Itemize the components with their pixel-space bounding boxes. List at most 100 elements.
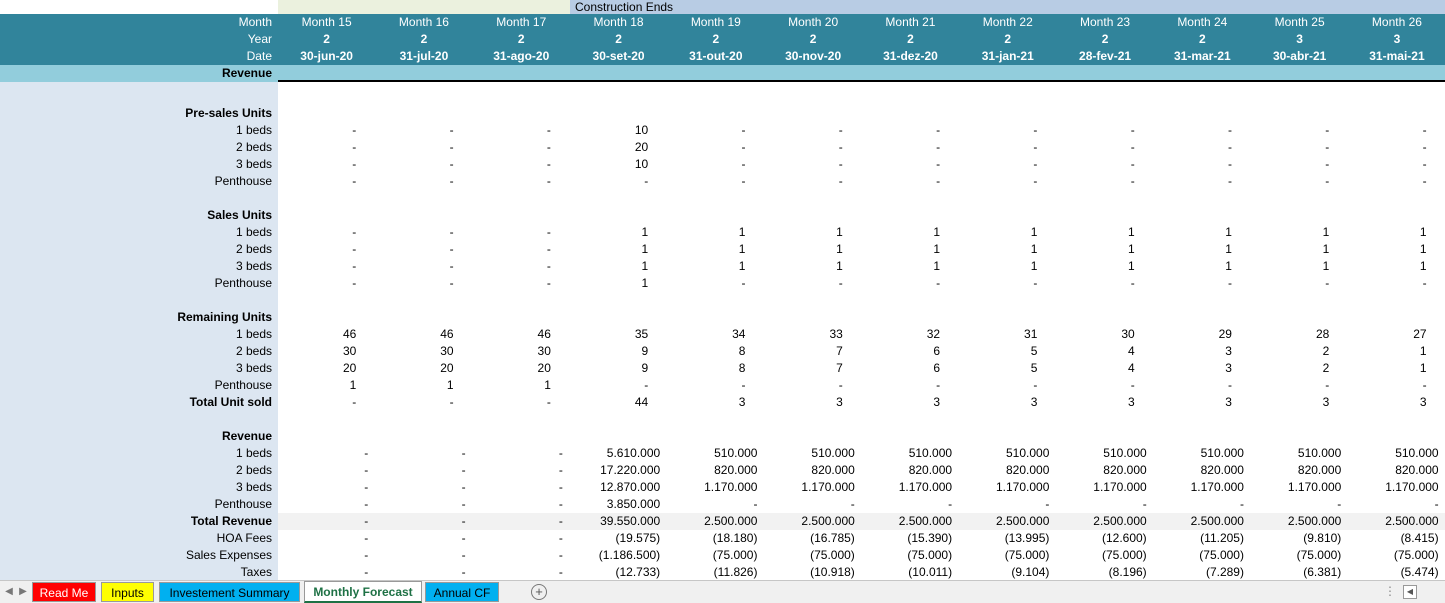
cell[interactable]: 510.000 [811,446,855,460]
cell[interactable]: 1 [836,225,843,239]
cell[interactable]: - [546,225,551,239]
cell[interactable]: 20 [634,140,649,154]
cell[interactable]: - [1227,174,1232,188]
cell[interactable]: Month 23 [1080,15,1131,29]
cell[interactable]: 5 [1030,344,1038,358]
cell[interactable]: Month 18 [593,15,644,29]
cell[interactable]: - [364,497,369,511]
row-label[interactable]: 3 beds [0,479,278,496]
row-label[interactable]: Remaining Units [0,309,278,326]
cell[interactable]: - [1130,123,1135,137]
row-label[interactable]: Month [0,14,278,31]
cell[interactable]: 1 [738,225,746,239]
cell[interactable]: 2 [1004,32,1012,46]
cell[interactable]: 3 [1128,395,1135,409]
cell[interactable]: 1 [836,242,843,256]
cell[interactable]: - [1033,157,1038,171]
cell[interactable]: 1.170.000 [704,480,758,494]
cell[interactable]: (75.000) [907,548,953,562]
cell[interactable]: 30 [1121,327,1135,341]
cell[interactable]: 46 [537,327,551,341]
cell[interactable]: - [838,174,843,188]
cell[interactable]: (8.196) [1108,565,1147,579]
cell[interactable]: (12.733) [615,565,661,579]
cell[interactable]: 2 [1198,32,1206,46]
cell[interactable]: - [936,378,941,392]
row-label[interactable]: Penthouse [0,275,278,292]
cell[interactable]: 820.000 [811,463,855,477]
cell[interactable]: - [1325,123,1330,137]
cell[interactable]: - [364,548,369,562]
cell[interactable]: (75.000) [1101,548,1147,562]
cell[interactable]: 1 [1030,259,1038,273]
cell[interactable]: - [352,276,357,290]
cell[interactable]: 1.170.000 [996,480,1050,494]
row-label[interactable]: 3 beds [0,360,278,377]
cell[interactable]: - [449,259,454,273]
cell[interactable]: - [558,565,563,579]
cell[interactable]: 3 [1322,395,1330,409]
cell[interactable]: 1.170.000 [898,480,953,494]
row-label[interactable] [0,82,278,99]
cell[interactable]: 1 [933,259,941,273]
row-label[interactable]: Revenue [0,428,278,445]
row-label[interactable]: Penthouse [0,377,278,394]
cell[interactable]: 20 [440,361,454,375]
tab-inputs[interactable]: Inputs [101,582,154,602]
cell[interactable]: 6 [933,344,941,358]
cell[interactable]: (10.918) [810,565,855,579]
cell[interactable]: - [461,565,466,579]
cell[interactable]: 820.000 [1297,463,1342,477]
cell[interactable]: 30-nov-20 [785,49,842,63]
cell[interactable]: - [1142,497,1147,511]
cell[interactable]: (11.205) [1200,531,1244,545]
cell[interactable]: 6 [933,361,941,375]
cell[interactable]: (18.180) [712,531,758,545]
cell[interactable]: - [449,157,454,171]
cell[interactable]: 31-jan-21 [981,49,1034,63]
row-label[interactable]: 1 beds [0,122,278,139]
tab-monthly-forecast[interactable]: Monthly Forecast [304,581,422,603]
cell[interactable]: (75.000) [1004,548,1050,562]
row-label[interactable]: Total Unit sold [0,394,278,411]
cell[interactable]: 8 [738,361,746,375]
add-sheet-button[interactable]: + [531,584,547,600]
cell[interactable]: - [352,225,357,239]
cell[interactable]: - [850,497,855,511]
cell[interactable]: - [838,157,843,171]
cell[interactable]: 31-mai-21 [1369,49,1425,63]
cell[interactable]: - [1337,497,1342,511]
cell[interactable]: - [936,157,941,171]
cell[interactable]: - [364,514,369,528]
cell[interactable]: 820.000 [1395,463,1439,477]
cell[interactable]: - [449,140,454,154]
cell[interactable]: 3 [1393,32,1401,46]
cell[interactable]: Month 22 [982,15,1033,29]
cell[interactable]: 27 [1413,327,1427,341]
row-label[interactable]: Date [0,48,278,65]
cell[interactable]: 31-jul-20 [399,49,449,63]
cell[interactable]: 820.000 [1200,463,1244,477]
row-label[interactable]: Total Revenue [0,513,278,530]
cell[interactable]: 3 [1419,395,1427,409]
row-label[interactable]: 2 beds [0,241,278,258]
row-label[interactable]: Sales Units [0,207,278,224]
cell[interactable]: - [558,463,563,477]
cell[interactable]: 1 [1030,225,1038,239]
cell[interactable]: 2.500.000 [1190,514,1244,528]
cell[interactable]: - [1130,276,1135,290]
cell[interactable]: Month 16 [398,15,449,29]
cell[interactable]: 12.870.000 [600,480,661,494]
cell[interactable]: - [1130,157,1135,171]
cell[interactable]: - [741,378,746,392]
cell[interactable]: - [644,174,649,188]
cell[interactable]: 7 [836,344,843,358]
cell[interactable]: - [948,497,953,511]
row-label[interactable]: Penthouse [0,496,278,513]
cell[interactable]: - [1325,174,1330,188]
cell[interactable]: 1 [641,242,649,256]
cell[interactable]: 31-dez-20 [883,49,938,63]
cell[interactable]: 1.170.000 [1190,480,1244,494]
cell[interactable]: - [1033,174,1038,188]
cell[interactable]: 1 [738,242,746,256]
